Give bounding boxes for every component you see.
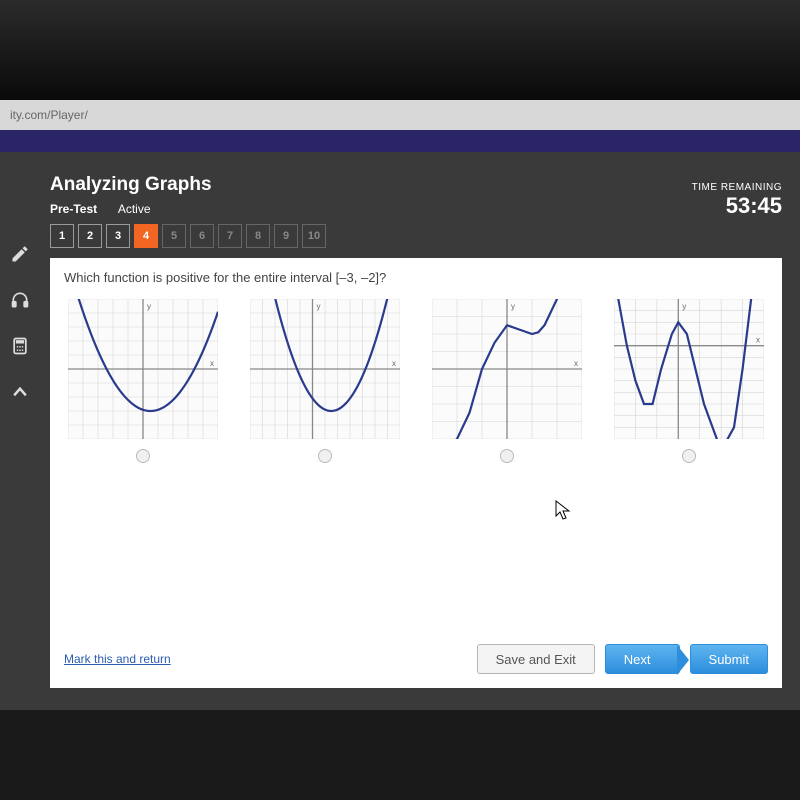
question-nav-3[interactable]: 3: [106, 224, 130, 248]
quiz-app: Analyzing Graphs Pre-Test Active 1234567…: [0, 152, 800, 710]
graph-D: yx: [614, 299, 764, 439]
answer-option-C[interactable]: yx: [432, 299, 582, 463]
content-panel: Which function is positive for the entir…: [50, 258, 782, 688]
subtitle-secondary: Active: [118, 202, 151, 216]
question-nav-8: 8: [246, 224, 270, 248]
question-nav-6: 6: [190, 224, 214, 248]
url-text: ity.com/Player/: [10, 108, 88, 122]
radio-B[interactable]: [318, 449, 332, 463]
timer: TIME REMAINING 53:45: [692, 182, 782, 219]
question-nav: 12345678910: [50, 224, 782, 248]
question-nav-7: 7: [218, 224, 242, 248]
svg-text:y: y: [317, 302, 321, 311]
question-text: Which function is positive for the entir…: [64, 270, 768, 285]
answer-option-D[interactable]: yx: [614, 299, 764, 463]
question-nav-1[interactable]: 1: [50, 224, 74, 248]
svg-text:x: x: [756, 336, 760, 345]
side-toolbar: [8, 242, 36, 404]
svg-text:y: y: [511, 302, 515, 311]
calculator-icon[interactable]: [8, 334, 32, 358]
next-button[interactable]: Next: [605, 644, 680, 674]
page-title: Analyzing Graphs: [50, 174, 212, 195]
radio-D[interactable]: [682, 449, 696, 463]
laptop-bezel: [0, 0, 800, 100]
svg-text:x: x: [574, 359, 578, 368]
browser-nav-strip: [0, 130, 800, 152]
question-nav-5: 5: [162, 224, 186, 248]
graph-C: yx: [432, 299, 582, 439]
svg-text:x: x: [392, 359, 396, 368]
answer-option-A[interactable]: yx: [68, 299, 218, 463]
timer-value: 53:45: [692, 193, 782, 219]
timer-label: TIME REMAINING: [692, 182, 782, 193]
svg-text:y: y: [682, 302, 686, 311]
address-bar[interactable]: ity.com/Player/: [0, 100, 800, 130]
headphones-icon[interactable]: [8, 288, 32, 312]
mark-and-return-link[interactable]: Mark this and return: [64, 652, 171, 666]
svg-text:x: x: [210, 359, 214, 368]
subtitle-row: Pre-Test Active: [50, 202, 782, 216]
question-nav-9: 9: [274, 224, 298, 248]
graph-B: yx: [250, 299, 400, 439]
caret-up-icon[interactable]: [8, 380, 32, 404]
submit-button[interactable]: Submit: [690, 644, 768, 674]
question-nav-10: 10: [302, 224, 326, 248]
answer-option-B[interactable]: yx: [250, 299, 400, 463]
answer-options: yxyxyxyx: [64, 299, 768, 463]
radio-A[interactable]: [136, 449, 150, 463]
save-exit-button[interactable]: Save and Exit: [477, 644, 595, 674]
svg-text:y: y: [147, 302, 151, 311]
footer-bar: Mark this and return Save and Exit Next …: [50, 644, 782, 674]
graph-A: yx: [68, 299, 218, 439]
question-nav-2[interactable]: 2: [78, 224, 102, 248]
radio-C[interactable]: [500, 449, 514, 463]
subtitle-primary: Pre-Test: [50, 202, 97, 216]
question-nav-4[interactable]: 4: [134, 224, 158, 248]
pencil-icon[interactable]: [8, 242, 32, 266]
